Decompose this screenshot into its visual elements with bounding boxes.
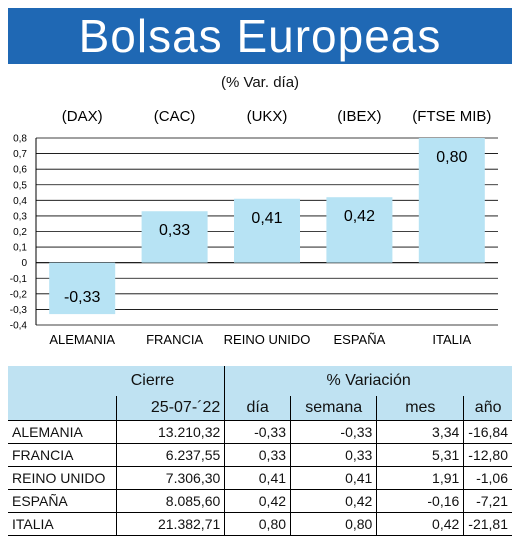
y-tick-label: 0,2 <box>13 227 27 238</box>
y-tick-label: 0,1 <box>13 243 27 254</box>
anio-cell: -7,21 <box>463 489 512 513</box>
table-row: ITALIA 21.382,71 0,80 0,80 0,42 -21,81 <box>8 512 512 536</box>
dia-cell: 0,42 <box>224 489 291 513</box>
header-date: 25-07-´22 <box>116 396 226 421</box>
y-tick-label: -0,2 <box>10 289 28 300</box>
index-label: (DAX) <box>62 108 103 125</box>
header-semana: semana <box>290 396 377 421</box>
semana-cell: 0,42 <box>290 489 377 513</box>
y-tick-label: 0 <box>21 258 27 269</box>
country-cell: REINO UNIDO <box>8 466 117 490</box>
dia-cell: 0,41 <box>224 466 291 490</box>
mes-cell: 0,42 <box>376 512 464 536</box>
bar <box>326 197 393 263</box>
bar <box>418 138 485 263</box>
y-tick-label: 0,5 <box>13 180 27 191</box>
y-tick-label: -0,3 <box>10 305 28 316</box>
category-label: FRANCIA <box>146 332 203 347</box>
header-anio: año <box>463 396 512 421</box>
header-dia: día <box>224 396 291 421</box>
table-row: REINO UNIDO 7.306,30 0,41 0,41 1,91 -1,06 <box>8 466 512 490</box>
category-label: ESPAÑA <box>334 332 386 347</box>
semana-cell: 0,41 <box>290 466 377 490</box>
page-title: Bolsas Europeas <box>78 10 442 62</box>
mes-cell: 5,31 <box>376 443 464 467</box>
cierre-cell: 8.085,60 <box>116 489 226 513</box>
cierre-cell: 7.306,30 <box>116 466 226 490</box>
dia-cell: -0,33 <box>224 420 291 444</box>
header-mes: mes <box>376 396 464 421</box>
anio-cell: -12,80 <box>463 443 512 467</box>
bar-value-label: 0,80 <box>436 149 467 166</box>
country-cell: ITALIA <box>8 512 117 536</box>
y-tick-label: 0,8 <box>13 134 27 145</box>
index-label: (UKX) <box>247 108 288 125</box>
category-label: REINO UNIDO <box>224 332 311 347</box>
bar <box>234 198 300 263</box>
bar-value-label: 0,41 <box>251 210 282 227</box>
index-label: (CAC) <box>154 108 196 125</box>
country-cell: FRANCIA <box>8 443 117 467</box>
y-tick-label: 0,3 <box>13 211 27 222</box>
bar-value-label: 0,42 <box>344 208 375 225</box>
header-blank <box>8 396 117 421</box>
index-label: (IBEX) <box>337 108 381 125</box>
semana-cell: 0,33 <box>290 443 377 467</box>
anio-cell: -1,06 <box>463 466 512 490</box>
bar-value-label: -0,33 <box>64 289 101 306</box>
anio-cell: -16,84 <box>463 420 512 444</box>
country-cell: ESPAÑA <box>8 489 117 513</box>
semana-cell: -0,33 <box>290 420 377 444</box>
title-bar: Bolsas Europeas <box>8 8 512 64</box>
y-tick-label: -0,1 <box>10 274 28 285</box>
bar <box>49 262 116 315</box>
country-cell: ALEMANIA <box>8 420 117 444</box>
cierre-cell: 13.210,32 <box>116 420 226 444</box>
y-tick-label: 0,4 <box>13 196 27 207</box>
bar <box>141 211 208 263</box>
anio-cell: -21,81 <box>463 512 512 536</box>
y-tick-label: 0,7 <box>13 149 27 160</box>
category-label: ALEMANIA <box>49 332 115 347</box>
header-variacion: % Variación <box>224 366 512 396</box>
table-row: ALEMANIA 13.210,32 -0,33 -0,33 3,34 -16,84 <box>8 420 512 444</box>
mes-cell: -0,16 <box>376 489 464 513</box>
table-row: FRANCIA 6.237,55 0,33 0,33 5,31 -12,80 <box>8 443 512 467</box>
bar-chart: 0,8 0,7 0,6 0,5 0,4 0,3 0,2 0,1 0 -0,1 -0,2 -0,3 -0,… <box>10 108 498 347</box>
mes-cell: 1,91 <box>376 466 464 490</box>
y-tick-label: -0,4 <box>10 321 28 332</box>
cierre-cell: 6.237,55 <box>116 443 226 467</box>
dia-cell: 0,80 <box>224 512 291 536</box>
chart-subtitle: (% Var. día) <box>220 74 300 91</box>
mes-cell: 3,34 <box>376 420 464 444</box>
header-cierre: Cierre <box>8 366 226 396</box>
index-label: (FTSE MIB) <box>412 108 491 125</box>
y-tick-label: 0,6 <box>13 165 27 176</box>
dia-cell: 0,33 <box>224 443 291 467</box>
semana-cell: 0,80 <box>290 512 377 536</box>
cierre-cell: 21.382,71 <box>116 512 226 536</box>
bar-value-label: 0,33 <box>159 222 190 239</box>
table-row: ESPAÑA 8.085,60 0,42 0,42 -0,16 -7,21 <box>8 489 512 513</box>
market-table: Cierre % Variación 25-07-´22 día semana … <box>8 366 512 536</box>
category-label: ITALIA <box>432 332 471 347</box>
